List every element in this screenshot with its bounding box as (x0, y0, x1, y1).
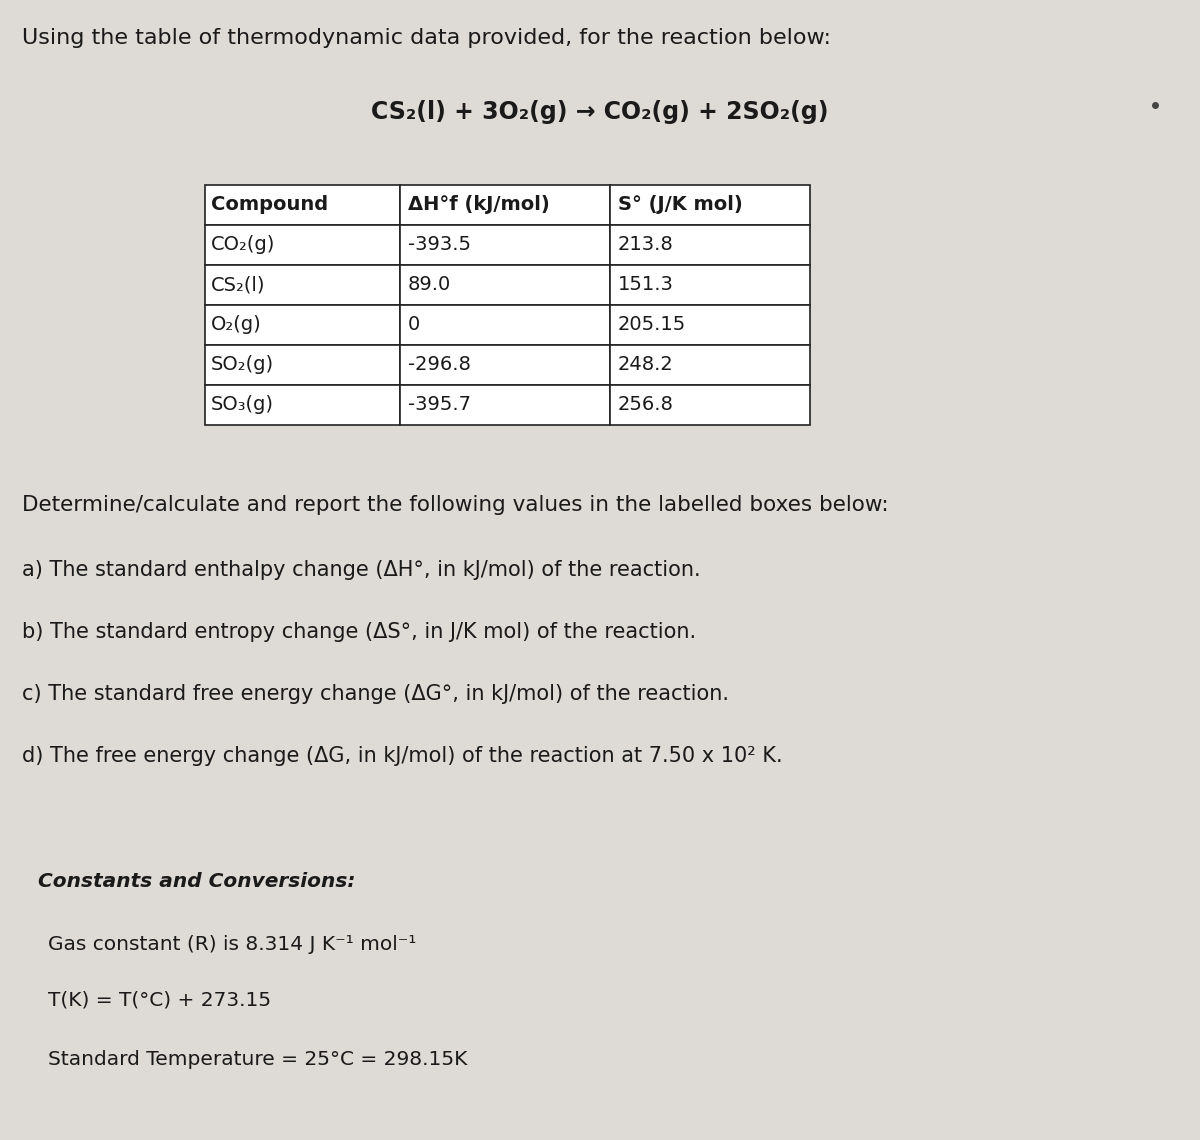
Bar (610, 306, 810, 345)
Text: Standard Temperature = 25°C = 298.15K: Standard Temperature = 25°C = 298.15K (48, 1050, 467, 1069)
Bar (205, 185, 400, 225)
Bar (400, 225, 610, 264)
Bar (610, 385, 810, 425)
Text: 89.0: 89.0 (408, 276, 451, 294)
Text: CS₂(l) + 3O₂(g) → CO₂(g) + 2SO₂(g): CS₂(l) + 3O₂(g) → CO₂(g) + 2SO₂(g) (371, 100, 829, 124)
Bar (610, 225, 810, 264)
Bar (610, 264, 810, 306)
Text: 213.8: 213.8 (618, 236, 673, 254)
Bar (205, 345, 400, 385)
Text: O₂(g): O₂(g) (211, 316, 262, 334)
Bar (205, 385, 400, 425)
Text: b) The standard entropy change (ΔS°, in J/K mol) of the reaction.: b) The standard entropy change (ΔS°, in … (22, 622, 696, 642)
Text: Using the table of thermodynamic data provided, for the reaction below:: Using the table of thermodynamic data pr… (22, 28, 830, 48)
Bar (400, 306, 610, 345)
Bar (400, 185, 610, 225)
Text: CS₂(l): CS₂(l) (211, 276, 265, 294)
Bar (205, 306, 400, 345)
Bar (400, 264, 610, 306)
Text: c) The standard free energy change (ΔG°, in kJ/mol) of the reaction.: c) The standard free energy change (ΔG°,… (22, 684, 730, 705)
Bar (205, 264, 400, 306)
Text: -296.8: -296.8 (408, 356, 470, 375)
Text: 248.2: 248.2 (618, 356, 673, 375)
Text: CO₂(g): CO₂(g) (211, 236, 275, 254)
Text: -395.7: -395.7 (408, 396, 470, 415)
Text: SO₂(g): SO₂(g) (211, 356, 274, 375)
Text: S° (J/K mol): S° (J/K mol) (618, 195, 743, 214)
Bar (205, 225, 400, 264)
Text: 151.3: 151.3 (618, 276, 674, 294)
Bar (400, 385, 610, 425)
Text: ΔH°f (kJ/mol): ΔH°f (kJ/mol) (408, 195, 550, 214)
Text: -393.5: -393.5 (408, 236, 470, 254)
Text: a) The standard enthalpy change (ΔH°, in kJ/mol) of the reaction.: a) The standard enthalpy change (ΔH°, in… (22, 560, 701, 580)
Text: Compound: Compound (211, 195, 328, 214)
Text: 256.8: 256.8 (618, 396, 674, 415)
Text: Determine/calculate and report the following values in the labelled boxes below:: Determine/calculate and report the follo… (22, 495, 889, 515)
Bar (400, 345, 610, 385)
Text: Constants and Conversions:: Constants and Conversions: (38, 872, 355, 891)
Text: SO₃(g): SO₃(g) (211, 396, 274, 415)
Bar (610, 345, 810, 385)
Text: 0: 0 (408, 316, 420, 334)
Text: Gas constant (R) is 8.314 J K⁻¹ mol⁻¹: Gas constant (R) is 8.314 J K⁻¹ mol⁻¹ (48, 935, 416, 954)
Text: d) The free energy change (ΔG, in kJ/mol) of the reaction at 7.50 x 10² K.: d) The free energy change (ΔG, in kJ/mol… (22, 746, 782, 766)
Text: 205.15: 205.15 (618, 316, 686, 334)
Bar (610, 185, 810, 225)
Text: T(K) = T(°C) + 273.15: T(K) = T(°C) + 273.15 (48, 990, 271, 1009)
